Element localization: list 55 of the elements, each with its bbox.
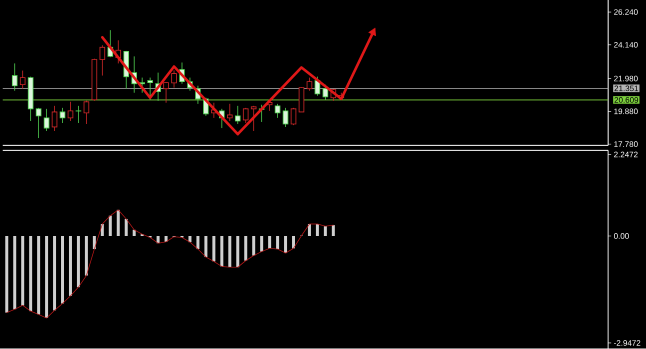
candlestick: [60, 108, 66, 124]
bar: [292, 236, 296, 249]
bar: [332, 225, 335, 236]
candlestick: [282, 108, 288, 128]
bar: [76, 236, 80, 288]
candlestick: [234, 106, 241, 125]
candlestick: [44, 108, 50, 132]
bar: [45, 236, 48, 318]
candlestick: [100, 45, 106, 76]
bar: [244, 236, 248, 261]
bar: [37, 236, 40, 315]
candlestick: [12, 63, 18, 92]
bar: [196, 236, 200, 250]
candlestick: [84, 100, 90, 125]
bar: [252, 236, 256, 256]
bar: [53, 236, 56, 311]
bar: [29, 236, 32, 312]
bar: [284, 236, 288, 254]
candlestick: [163, 82, 169, 104]
candlestick: [250, 106, 256, 132]
bar: [84, 236, 88, 276]
candlestick: [147, 77, 153, 100]
bar: [204, 236, 208, 258]
bar: [276, 236, 280, 250]
bar: [212, 236, 216, 262]
candlestick: [171, 70, 177, 88]
candlestick: [68, 102, 74, 122]
bar: [21, 236, 24, 306]
bar: [228, 236, 232, 268]
bar: [61, 236, 64, 304]
candlestick: [76, 106, 82, 124]
bar: [308, 224, 311, 236]
candlestick: [227, 104, 233, 122]
bar: [68, 236, 72, 296]
bar: [188, 236, 192, 242]
bar: [268, 236, 272, 249]
line-series: [6, 210, 334, 319]
bar: [132, 230, 136, 236]
bar: [116, 210, 120, 236]
candlestick: [306, 77, 312, 92]
bar: [13, 236, 16, 310]
candlestick: [274, 104, 280, 119]
candlestick: [322, 84, 328, 100]
candlestick: [290, 108, 296, 126]
bar: [324, 226, 327, 236]
bar: [124, 219, 128, 236]
candlestick: [36, 108, 42, 139]
bar: [220, 236, 224, 267]
bar: [100, 224, 104, 236]
candlestick: [242, 108, 249, 124]
candlestick: [52, 106, 58, 132]
bar: [108, 216, 112, 236]
bar: [316, 224, 319, 236]
candlestick: [20, 70, 26, 90]
bar: [260, 236, 264, 252]
